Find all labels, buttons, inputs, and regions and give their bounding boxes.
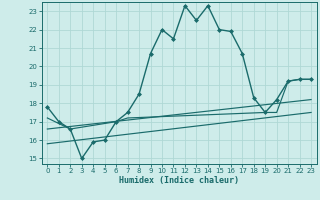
X-axis label: Humidex (Indice chaleur): Humidex (Indice chaleur) [119, 176, 239, 185]
